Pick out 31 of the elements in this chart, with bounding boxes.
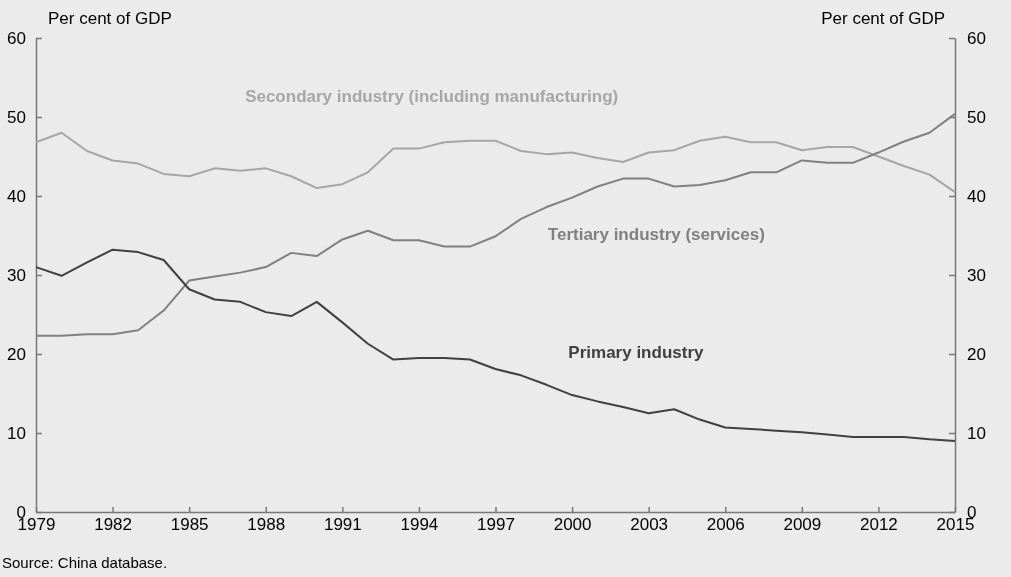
- x-tick-label: 2000: [553, 515, 592, 535]
- x-tick-label: 1991: [323, 515, 362, 535]
- x-tick-label: 1982: [94, 515, 132, 535]
- y-axis-title: Per cent of GDP: [48, 9, 172, 28]
- source-note: Source: China database.: [2, 554, 168, 571]
- x-tick-label: 1985: [170, 515, 209, 535]
- series-label: Tertiary industry (services): [547, 224, 765, 244]
- y-tick-label: 30: [7, 265, 26, 285]
- y2-tick-label: 40: [967, 186, 986, 206]
- line-series: [35, 131, 956, 194]
- text: Secondary industry (including manufacturing): [245, 86, 619, 106]
- x-tick-label: 2009: [783, 515, 822, 535]
- y2-tick-label: 10: [967, 423, 986, 443]
- y2-tick-label: 60: [967, 28, 986, 48]
- y2-tick-label: 20: [967, 344, 986, 364]
- x-tick-label: 2006: [706, 515, 745, 535]
- x-tick-label: 1994: [400, 515, 439, 535]
- y-tick-label: 20: [7, 344, 26, 364]
- x-tick-label: 2003: [630, 515, 669, 535]
- x-tick-label: 1988: [247, 515, 286, 535]
- line-series: [35, 248, 956, 442]
- y-tick-label: 50: [7, 107, 26, 127]
- y2-tick-label: 30: [967, 265, 986, 285]
- y-tick-label: 10: [7, 423, 26, 443]
- x-tick-label: 2012: [860, 515, 898, 535]
- y-tick-label: 60: [7, 28, 26, 48]
- series-label: Primary industry: [568, 343, 704, 363]
- y2-axis-title: Per cent of GDP: [821, 9, 945, 28]
- x-tick-label: 1997: [477, 515, 515, 535]
- y2-tick-label: 50: [967, 107, 986, 127]
- y-tick-label: 40: [7, 186, 26, 206]
